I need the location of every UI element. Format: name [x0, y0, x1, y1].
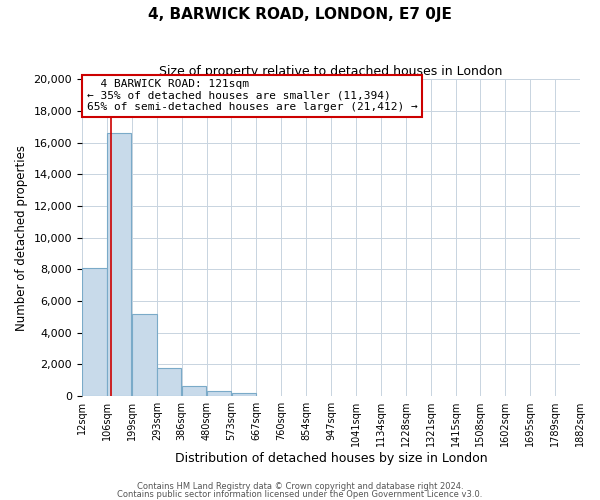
Bar: [232, 393, 256, 396]
Title: Size of property relative to detached houses in London: Size of property relative to detached ho…: [159, 65, 503, 78]
X-axis label: Distribution of detached houses by size in London: Distribution of detached houses by size …: [175, 452, 487, 465]
Bar: [107, 133, 131, 396]
Bar: [82, 268, 107, 396]
Text: Contains HM Land Registry data © Crown copyright and database right 2024.: Contains HM Land Registry data © Crown c…: [137, 482, 463, 491]
Text: 4, BARWICK ROAD, LONDON, E7 0JE: 4, BARWICK ROAD, LONDON, E7 0JE: [148, 8, 452, 22]
Bar: [157, 368, 181, 396]
Bar: [182, 386, 206, 396]
Bar: [132, 314, 157, 396]
Text: Contains public sector information licensed under the Open Government Licence v3: Contains public sector information licen…: [118, 490, 482, 499]
Y-axis label: Number of detached properties: Number of detached properties: [15, 144, 28, 330]
Bar: [207, 392, 231, 396]
Text: 4 BARWICK ROAD: 121sqm  
← 35% of detached houses are smaller (11,394)
65% of se: 4 BARWICK ROAD: 121sqm ← 35% of detached…: [87, 79, 418, 112]
